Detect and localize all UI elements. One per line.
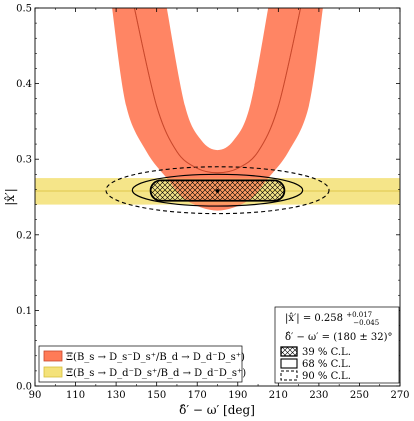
x-tick-label: 210	[269, 390, 288, 401]
legend-swatch-orange	[43, 350, 63, 362]
contours-layer	[105, 8, 330, 215]
y-tick-label: 0.0	[16, 382, 32, 393]
x-result-text: |x̂′| = 0.258 +0.017 −0.045	[285, 309, 379, 327]
y-tick-label: 0.5	[16, 4, 32, 15]
cl-label-68: 68 % C.L.	[302, 359, 351, 370]
axis-tick-labels: 90 110 130 150 170 190 210 230 250 270 0.0 0.1 0.2 0.…	[16, 4, 409, 402]
orange-center-overlay	[134, 8, 301, 174]
bands-layer	[35, 8, 400, 211]
cl-legend: |x̂′| = 0.258 +0.017 −0.045 δ̂′ − ω′ = (…	[274, 306, 400, 384]
best-fit-point	[215, 189, 220, 193]
y-tick-label: 0.3	[16, 155, 32, 166]
x-tick-label: 250	[350, 390, 369, 401]
legend-entry-yellow: Ξ(B_s → D_d⁻D_s⁺/B_d → D_d⁻D_s⁺)	[66, 368, 246, 379]
x-result-sup: +0.017	[346, 311, 372, 319]
x-tick-label: 110	[66, 390, 85, 401]
phase-result-text: δ̂′ − ω′ = (180 ± 32)°	[285, 332, 393, 343]
x-tick-label: 90	[29, 390, 42, 401]
contour-90	[105, 166, 330, 215]
y-axis-label: |x̂′|	[3, 188, 17, 206]
x-result-main: |x̂′| = 0.258	[285, 313, 343, 324]
x-axis-label: δ̂′ − ω′ [deg]	[179, 403, 255, 417]
y-tick-label: 0.1	[16, 306, 32, 317]
legend-box	[38, 345, 243, 383]
x-tick-label: 230	[309, 390, 328, 401]
x-tick-label: 190	[228, 390, 247, 401]
contour-68	[131, 173, 304, 207]
orange-band	[112, 8, 323, 211]
legend-entry-orange: Ξ(B_s → D_s⁻D_s⁺/B_d → D_d⁻D_s⁺)	[66, 352, 245, 363]
cl-swatch-90	[280, 370, 298, 381]
cl-legend-box	[274, 306, 400, 384]
legend-swatch-yellow	[43, 366, 63, 378]
cl-swatch-39	[280, 346, 298, 357]
x-tick-label: 130	[107, 390, 126, 401]
plot-area	[35, 8, 400, 215]
x-tick-label: 150	[147, 390, 166, 401]
cl-label-90: 90 % C.L.	[302, 371, 351, 382]
cl-label-39: 39 % C.L.	[302, 347, 351, 358]
legend: Ξ(B_s → D_s⁻D_s⁺/B_d → D_d⁻D_s⁺) Ξ(B_s →…	[38, 345, 246, 383]
y-tick-label: 0.2	[16, 230, 32, 241]
y-tick-label: 0.4	[16, 79, 32, 90]
x-tick-label: 270	[390, 390, 409, 401]
x-result-sub: −0.045	[353, 319, 379, 327]
cl-swatch-68	[280, 358, 298, 369]
x-tick-label: 170	[188, 390, 207, 401]
